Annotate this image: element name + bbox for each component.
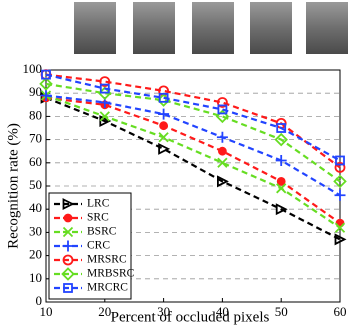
legend-label: MRSRC [87,254,127,266]
marker [61,267,75,281]
face-image [250,2,292,54]
series-line [45,73,341,169]
y-tick-label: 0 [36,293,43,308]
marker [159,121,169,131]
series-line [45,94,341,229]
marker [216,97,228,108]
marker [215,109,230,124]
marker [334,233,347,246]
y-tick-label: 70 [29,131,42,146]
x-axis-label: Percent of occluded pixels [111,309,270,325]
marker [62,198,75,210]
marker [62,254,74,266]
marker [276,176,286,186]
marker [276,183,287,194]
y-tick-label: 20 [29,247,42,262]
marker [334,162,346,173]
marker [40,90,52,102]
y-tick-label: 90 [29,84,42,99]
marker [334,222,346,233]
marker [276,123,287,133]
series-line [45,94,341,197]
marker [158,142,171,155]
legend-label: BSRC [87,226,117,238]
series-line [45,96,341,241]
legend: LRC SRC BSRC CRC MRSRC MRBSRC MRCRC [48,192,135,300]
x-tick-label: 30 [157,304,170,319]
y-axis-label: Recognition rate (%) [5,123,21,249]
x-tick-label: 20 [98,304,111,319]
marker [158,92,169,103]
legend-label: MRBSRC [87,268,135,280]
y-tick-label: 30 [29,223,42,238]
face-image [192,2,234,54]
face-image [74,2,116,54]
face-images [74,2,348,54]
marker [63,283,73,293]
marker [275,154,287,166]
marker [62,226,74,238]
marker [216,175,229,188]
y-tick-label: 10 [29,270,42,285]
marker [275,203,288,216]
marker [335,155,345,166]
marker [99,115,112,127]
marker [217,146,227,156]
legend-label: LRC [87,198,110,210]
marker [63,213,73,223]
series-line [45,73,341,162]
marker [217,104,228,115]
marker [99,76,111,87]
marker [41,69,51,80]
y-tick-label: 80 [29,107,42,122]
y-tick-label: 60 [29,154,42,169]
y-tick-label: 100 [23,61,43,76]
marker [158,132,169,143]
y-tick-label: 50 [29,177,42,192]
marker [216,131,228,143]
marker [333,174,347,189]
marker [39,77,53,91]
x-tick-label: 40 [216,304,229,319]
x-tick-label: 50 [275,304,288,319]
face-image [306,2,348,54]
x-tick-label: 10 [40,304,53,319]
series-line [45,96,341,225]
marker [158,108,170,120]
marker [62,240,74,252]
series-line [45,82,341,183]
marker [99,111,110,122]
marker [217,157,228,168]
marker [274,132,288,147]
marker [99,83,110,94]
x-tick-label: 60 [334,304,347,319]
legend-label: CRC [87,240,110,252]
face-image [133,2,175,54]
legend-label: MRCRC [87,282,128,294]
legend-label: SRC [87,212,109,224]
marker [334,189,346,201]
y-tick-label: 40 [29,200,42,215]
